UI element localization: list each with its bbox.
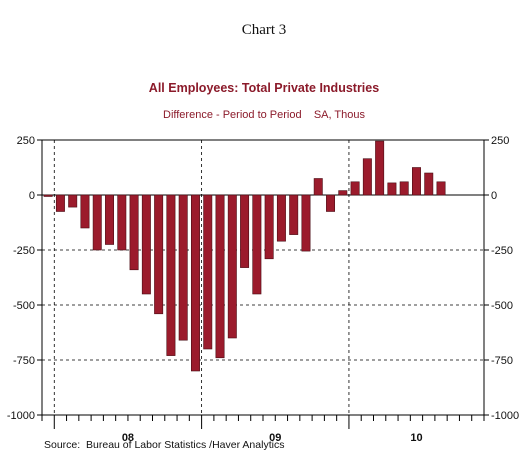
xtick-label-year: 10 [410,432,422,444]
bar [227,194,237,339]
bar [166,194,176,356]
ytick-label-left: 0 [29,190,35,202]
chart-title: All Employees: Total Private Industries [149,81,379,95]
bar [301,194,311,252]
bar [117,194,127,251]
ytick-label-right: 0 [491,190,497,202]
bar [190,194,200,372]
bar [264,194,274,260]
bar [276,194,286,242]
source-note: Source: Bureau of Labor Statistics /Have… [44,439,284,451]
chart-subtitle: Difference - Period to Period SA, Thous [163,109,365,121]
ytick-label-right: -250 [491,245,513,257]
bar [375,140,385,196]
bar [252,194,262,295]
bar [215,194,225,359]
ytick-label-left: -500 [13,300,35,312]
bar [105,194,115,245]
bar [313,178,323,196]
bar [399,181,409,196]
xtick-label-year: 08 [122,432,134,444]
bar [289,194,299,235]
ytick-label-right: 250 [491,135,509,147]
ytick-label-left: -1000 [7,410,35,422]
bar [203,194,213,350]
bar [43,194,53,197]
xtick-label-year: 09 [269,432,281,444]
axes: 250 250 0 0 -250 -250 -500 -500 -750 -750 -1000 -10… [7,135,519,444]
bar [141,194,151,295]
ytick-label-left: -750 [13,355,35,367]
bar [80,194,90,229]
bar [129,194,139,271]
bar [387,182,397,196]
bar [68,194,78,208]
bar [55,194,65,212]
chart-header: Chart 3 [242,22,287,38]
grid [42,140,484,415]
bar [92,194,102,251]
bar [338,190,348,196]
ytick-label-left: 250 [17,135,35,147]
bar [178,194,188,341]
bar [350,181,360,196]
ytick-label-left: -250 [13,245,35,257]
ytick-label-right: -500 [491,300,513,312]
bars [43,140,446,372]
bar [154,194,164,315]
bar [436,181,446,196]
ytick-label-right: -750 [491,355,513,367]
bar [362,158,372,196]
bar [424,172,434,196]
bar [326,194,336,212]
ytick-label-right: -1000 [491,410,519,422]
bar [240,194,250,268]
bar [411,167,421,196]
